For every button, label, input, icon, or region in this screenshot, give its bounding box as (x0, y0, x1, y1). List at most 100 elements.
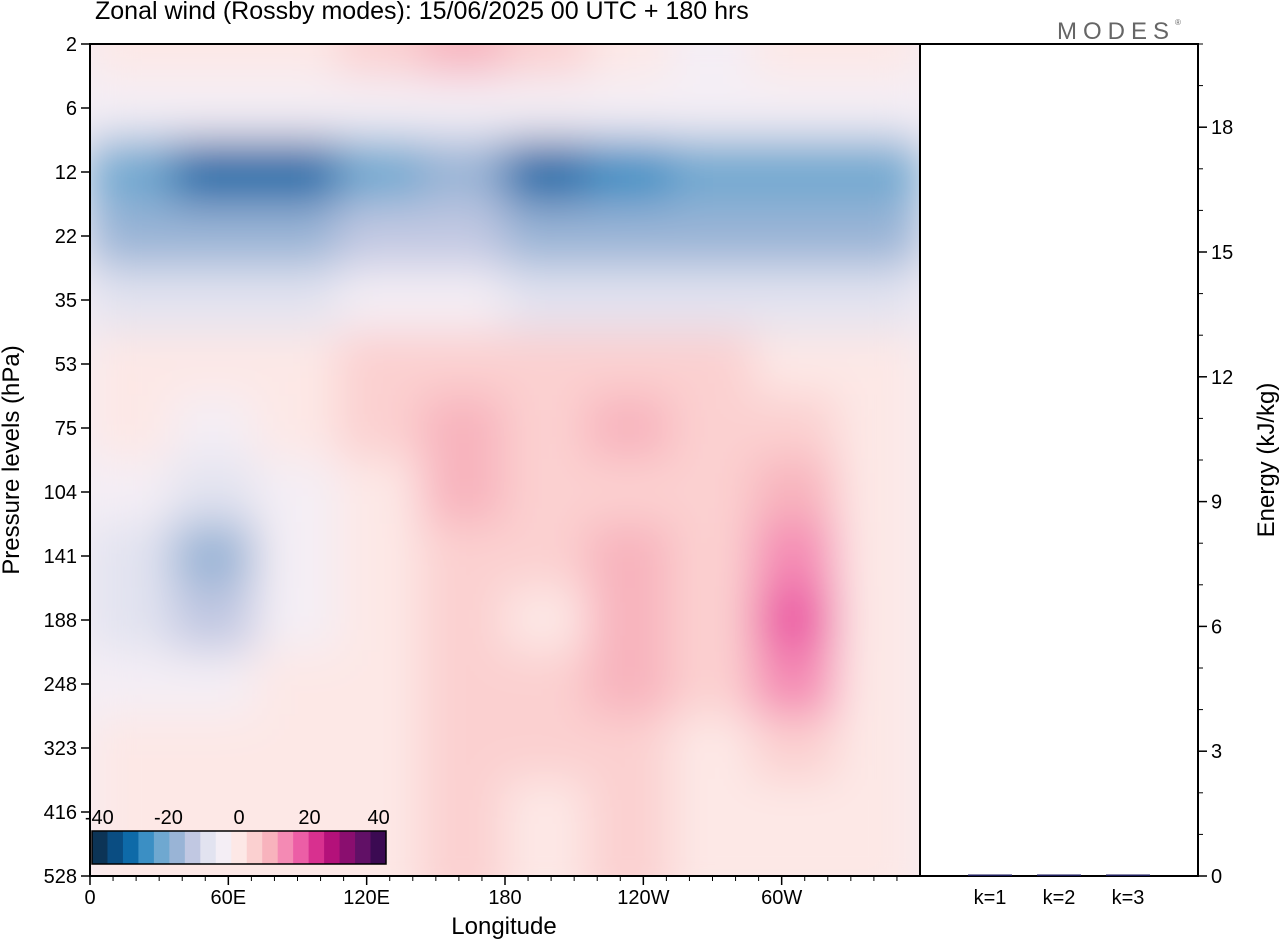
heatmap-cell (587, 523, 672, 589)
colorbar-swatch (107, 831, 124, 864)
y-tick-label: 323 (44, 738, 77, 760)
y-tick-label: 188 (44, 610, 77, 632)
heatmap-cell (255, 331, 340, 397)
colorbar-swatch (153, 831, 170, 864)
heatmap-cell (670, 651, 755, 717)
y-tick-label: 528 (44, 866, 77, 888)
heatmap-cell (587, 75, 672, 141)
x-tick-label: 60E (211, 887, 247, 909)
y-tick-label: 22 (55, 226, 77, 248)
heatmap-cell (90, 75, 174, 141)
heatmap-cell (90, 459, 174, 525)
heatmap-cell (172, 651, 257, 717)
heatmap-cell (338, 651, 423, 717)
heatmap-cell (670, 267, 755, 333)
x-tick-label: 0 (84, 887, 95, 909)
colorbar-swatch (308, 831, 325, 864)
heatmap-cell (421, 395, 506, 461)
heatmap-cell (172, 44, 257, 77)
heatmap-cell (670, 459, 755, 525)
heatmap-cell (421, 44, 506, 77)
colorbar-swatch (370, 831, 387, 864)
modes-logo: MODES® (1057, 18, 1181, 46)
colorbar-tick-label: 40 (368, 807, 390, 829)
heatmap-cell (670, 44, 755, 77)
heatmap-cell (753, 75, 838, 141)
energy-panel: k=1 k=2 k=3 0 3 6 9 12 15 18 Energy (kJ/kg) (919, 43, 1280, 909)
logo-registered-mark: ® (1175, 18, 1181, 27)
heatmap-cell (338, 331, 423, 397)
heatmap-cell (587, 843, 672, 876)
colorbar-tick-label: -20 (154, 807, 183, 829)
energy-bars: k=1 k=2 k=3 (968, 874, 1150, 909)
heatmap-cell (421, 75, 506, 141)
heatmap-cell (753, 587, 838, 653)
colorbar-frame (91, 830, 387, 865)
heatmap-cell (421, 587, 506, 653)
energy-tick-label: 3 (1211, 741, 1222, 763)
heatmap-cell (836, 843, 920, 876)
colorbar-swatch (184, 831, 201, 864)
heatmap-cell (587, 715, 672, 781)
colorbar-swatch (324, 831, 341, 864)
heatmap-panel: 0 60E 120E 180 120W 60W 2 6 12 22 35 53 75 104 141 188… (0, 34, 921, 940)
heatmap-cells (90, 44, 920, 876)
heatmap-cell (753, 203, 838, 269)
colorbar-swatch (262, 831, 279, 864)
heatmap-cell (255, 651, 340, 717)
heatmap-cell (90, 395, 174, 461)
heatmap-cell (255, 587, 340, 653)
heatmap-cell (504, 459, 589, 525)
heatmap-cell (172, 715, 257, 781)
heatmap-cell (753, 44, 838, 77)
heatmap-cell (90, 267, 174, 333)
heatmap-cell (421, 203, 506, 269)
colorbar-swatch (122, 831, 139, 864)
heatmap-cell (504, 651, 589, 717)
heatmap-cell (338, 459, 423, 525)
colorbar-swatch (169, 831, 186, 864)
chart-title: Zonal wind (Rossby modes): 15/06/2025 00… (95, 0, 749, 25)
y-tick-label: 416 (44, 802, 77, 824)
heatmap-cell (753, 651, 838, 717)
energy-tick-label: 18 (1211, 117, 1233, 139)
heatmap-cell (670, 843, 755, 876)
heatmap-cell (587, 331, 672, 397)
heatmap-cell (504, 203, 589, 269)
heatmap-cell (255, 395, 340, 461)
heatmap-cell (421, 459, 506, 525)
heatmap-cell (587, 459, 672, 525)
colorbar-swatch (246, 831, 263, 864)
heatmap-cell (172, 139, 257, 205)
heatmap-cell (587, 587, 672, 653)
energy-bar (968, 874, 1012, 876)
heatmap-cell (338, 139, 423, 205)
energy-tick-label: 12 (1211, 367, 1233, 389)
heatmap-cell (421, 843, 506, 876)
heatmap-cell (670, 523, 755, 589)
energy-category-label: k=3 (1112, 887, 1145, 909)
heatmap-cell (587, 203, 672, 269)
heatmap-cell (504, 331, 589, 397)
colorbar-tick-label: -40 (85, 807, 114, 829)
heatmap-cell (670, 395, 755, 461)
colorbar-swatch (215, 831, 232, 864)
heatmap-cell (587, 395, 672, 461)
heatmap-cell (753, 843, 838, 876)
heatmap-cell (255, 44, 340, 77)
longitude-axis: 0 60E 120E 180 120W 60W (84, 876, 898, 909)
heatmap-cell (255, 267, 340, 333)
heatmap-cell (836, 331, 920, 397)
heatmap-cell (90, 523, 174, 589)
colorbar-tick-label: 20 (298, 807, 320, 829)
heatmap-cell (172, 75, 257, 141)
heatmap-cell (504, 523, 589, 589)
heatmap-cell (338, 203, 423, 269)
heatmap-cell (587, 651, 672, 717)
heatmap-cell (836, 779, 920, 845)
heatmap-cell (836, 523, 920, 589)
heatmap-cell-group (90, 44, 920, 876)
x-axis-title: Longitude (451, 913, 556, 940)
heatmap-cell (504, 715, 589, 781)
